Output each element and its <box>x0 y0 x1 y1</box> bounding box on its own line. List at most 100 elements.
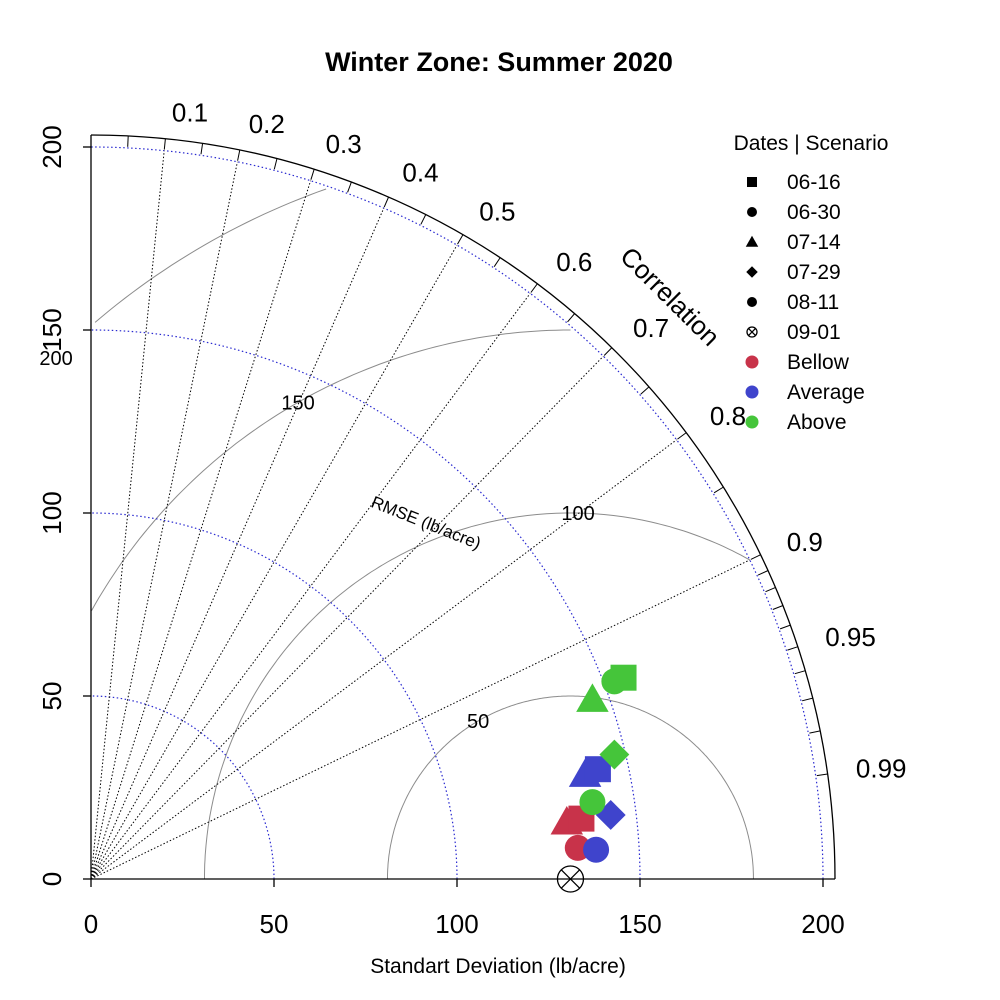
correlation-ray-0.8 <box>90 439 677 880</box>
legend-symbol-07-14 <box>745 235 759 247</box>
legend-label-bellow: Bellow <box>787 351 850 374</box>
correlation-axis-title: Correlation <box>614 241 725 352</box>
correlation-tick <box>567 313 576 323</box>
correlation-tick <box>457 234 464 245</box>
correlation-label-0.99: 0.99 <box>856 754 907 784</box>
data-points <box>550 664 637 893</box>
legend-symbol-07-29 <box>746 266 758 278</box>
legend-label-09-01: 09-01 <box>787 321 841 344</box>
correlation-tick <box>237 149 241 161</box>
correlation-tick <box>530 283 538 293</box>
correlation-ray-0.7 <box>90 355 604 880</box>
correlation-ray-0.1 <box>90 150 165 880</box>
correlation-label-0.5: 0.5 <box>479 197 515 227</box>
correlation-tick <box>713 486 724 494</box>
sd-gridline-150 <box>90 329 641 880</box>
correlation-tick <box>750 554 761 560</box>
correlation-tick <box>493 257 501 267</box>
correlation-tick <box>310 169 315 180</box>
correlation-tick <box>816 773 828 777</box>
legend-label-07-14: 07-14 <box>787 231 841 254</box>
rmse-contour-150 <box>91 329 571 611</box>
correlation-label-0.7: 0.7 <box>633 313 669 343</box>
correlation-rays <box>90 150 751 880</box>
correlation-ticks <box>127 135 828 777</box>
correlation-ray-0.5 <box>90 244 458 880</box>
x-tick-label-100: 100 <box>435 909 478 939</box>
correlation-ray-0.2 <box>90 161 238 880</box>
rmse-label-100: 100 <box>561 503 594 525</box>
rmse-contour-200 <box>94 188 327 323</box>
correlation-ray-0.6 <box>90 293 531 880</box>
y-tick-label-200: 200 <box>37 125 67 168</box>
legend-symbol-average <box>745 385 759 399</box>
rmse-label-200: 200 <box>39 348 72 370</box>
correlation-tick <box>273 158 278 170</box>
y-tick-label-0: 0 <box>37 872 67 886</box>
legend: Dates | Scenario 06-16 06-30 07-14 07-29 08-… <box>734 132 889 434</box>
rmse-contour-50 <box>387 695 754 880</box>
point-06-30-above <box>579 789 606 816</box>
correlation-label-0.6: 0.6 <box>556 247 592 277</box>
correlation-tick <box>794 670 806 675</box>
correlation-tick <box>347 181 352 193</box>
x-axis-title: Standart Deviation (lb/acre) <box>370 955 626 978</box>
point-07-29-average <box>595 800 626 830</box>
correlation-label-0.3: 0.3 <box>326 129 362 159</box>
correlation-ray-0.9 <box>90 559 751 880</box>
legend-label-08-11: 08-11 <box>787 291 839 314</box>
correlation-tick <box>640 386 650 395</box>
sd-gridlines <box>90 146 824 880</box>
correlation-tick <box>772 605 784 610</box>
chart-title: Winter Zone: Summer 2020 <box>325 47 673 77</box>
correlation-arc <box>90 134 836 880</box>
point-08-11-average <box>583 836 610 863</box>
y-tick-label-50: 50 <box>37 682 67 711</box>
sd-gridline-200 <box>90 146 824 880</box>
correlation-ray-0.3 <box>90 180 312 880</box>
correlation-labels: 0.1 0.2 0.3 0.4 0.5 0.6 0.7 0.8 0.9 0.95 0.99 <box>172 97 907 783</box>
sd-gridline-100 <box>90 512 458 880</box>
legend-title: Dates | Scenario <box>734 132 889 155</box>
correlation-ray-0.4 <box>90 207 385 880</box>
y-tick-label-150: 150 <box>37 308 67 351</box>
legend-symbol-06-30 <box>747 207 757 217</box>
axes <box>83 134 836 887</box>
correlation-tick <box>200 143 204 155</box>
point-06-16-above <box>610 664 637 691</box>
point-07-29-above <box>599 739 630 770</box>
legend-symbol-08-11 <box>747 297 757 307</box>
correlation-tick <box>809 730 821 734</box>
sd-gridline-50 <box>90 695 275 880</box>
correlation-tick <box>779 624 791 630</box>
correlation-tick <box>163 138 166 150</box>
x-tick-label-200: 200 <box>801 909 844 939</box>
correlation-tick <box>420 214 427 225</box>
correlation-tick <box>603 347 613 356</box>
correlation-tick <box>757 570 769 576</box>
legend-label-06-16: 06-16 <box>787 171 841 194</box>
correlation-tick <box>383 196 390 208</box>
correlation-label-0.8: 0.8 <box>710 401 746 431</box>
legend-symbol-above <box>745 415 759 429</box>
correlation-label-0.4: 0.4 <box>402 158 438 188</box>
point-07-14-above <box>576 683 609 712</box>
legend-symbol-09-01 <box>746 326 758 338</box>
correlation-label-0.1: 0.1 <box>172 97 208 127</box>
rmse-contour-100 <box>204 512 750 879</box>
correlation-tick <box>765 586 776 593</box>
correlation-tick <box>677 432 687 440</box>
rmse-label-50: 50 <box>467 711 489 733</box>
legend-label-07-29: 07-29 <box>787 261 841 284</box>
rmse-axis-title: RMSE (lb/acre) <box>369 493 484 554</box>
legend-label-06-30: 06-30 <box>787 201 841 224</box>
legend-label-average: Average <box>787 381 865 404</box>
correlation-tick <box>127 135 129 147</box>
x-tick-label-0: 0 <box>84 909 98 939</box>
correlation-label-0.95: 0.95 <box>825 622 876 652</box>
legend-symbol-bellow <box>745 355 759 369</box>
x-tick-label-50: 50 <box>260 909 289 939</box>
